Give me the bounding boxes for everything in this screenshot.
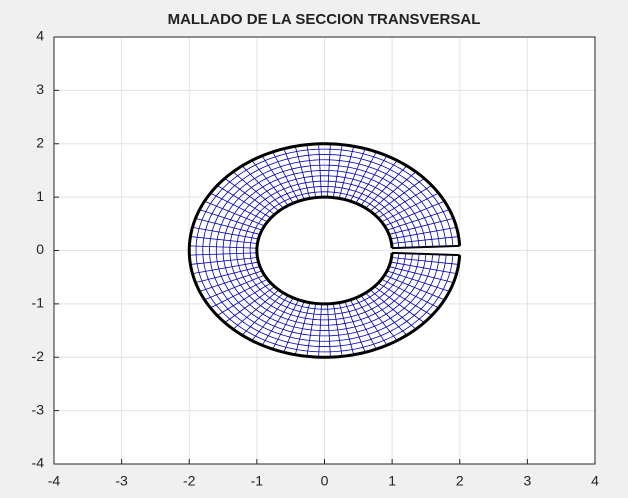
mesh-ring — [202, 154, 447, 347]
y-tick-label: -1 — [32, 295, 45, 311]
x-tick-label: 2 — [456, 473, 464, 489]
mesh-ring — [236, 180, 413, 321]
x-tick-label: -2 — [183, 473, 196, 489]
x-tick-label: 0 — [321, 473, 329, 489]
y-tick-label: 2 — [36, 134, 44, 150]
mesh — [187, 142, 462, 359]
mesh-ring — [242, 186, 406, 315]
x-tick-label: 4 — [591, 473, 599, 489]
x-tick-label: 1 — [388, 473, 396, 489]
y-tick-label: 4 — [36, 28, 44, 44]
x-tick-label: -3 — [115, 473, 128, 489]
mesh-ring — [215, 164, 433, 337]
boundary-arc — [187, 142, 462, 359]
y-tick-label: -2 — [32, 348, 45, 364]
boundary-arc — [255, 195, 394, 306]
y-tick-label: -4 — [32, 455, 45, 471]
y-tick-label: 3 — [36, 81, 44, 97]
mesh-ring — [229, 175, 420, 326]
x-tick-label: -4 — [48, 473, 61, 489]
mesh-ring — [209, 159, 440, 342]
y-tick-label: -3 — [32, 401, 45, 417]
y-tick-label: 0 — [36, 241, 44, 257]
mesh-ring — [222, 170, 427, 331]
mesh-ring — [195, 148, 454, 353]
mesh-ring — [249, 191, 400, 310]
x-tick-label: -1 — [251, 473, 264, 489]
x-tick-label: 3 — [523, 473, 531, 489]
y-tick-label: 1 — [36, 188, 44, 204]
chart-title: MALLADO DE LA SECCION TRANSVERSAL — [168, 11, 481, 28]
